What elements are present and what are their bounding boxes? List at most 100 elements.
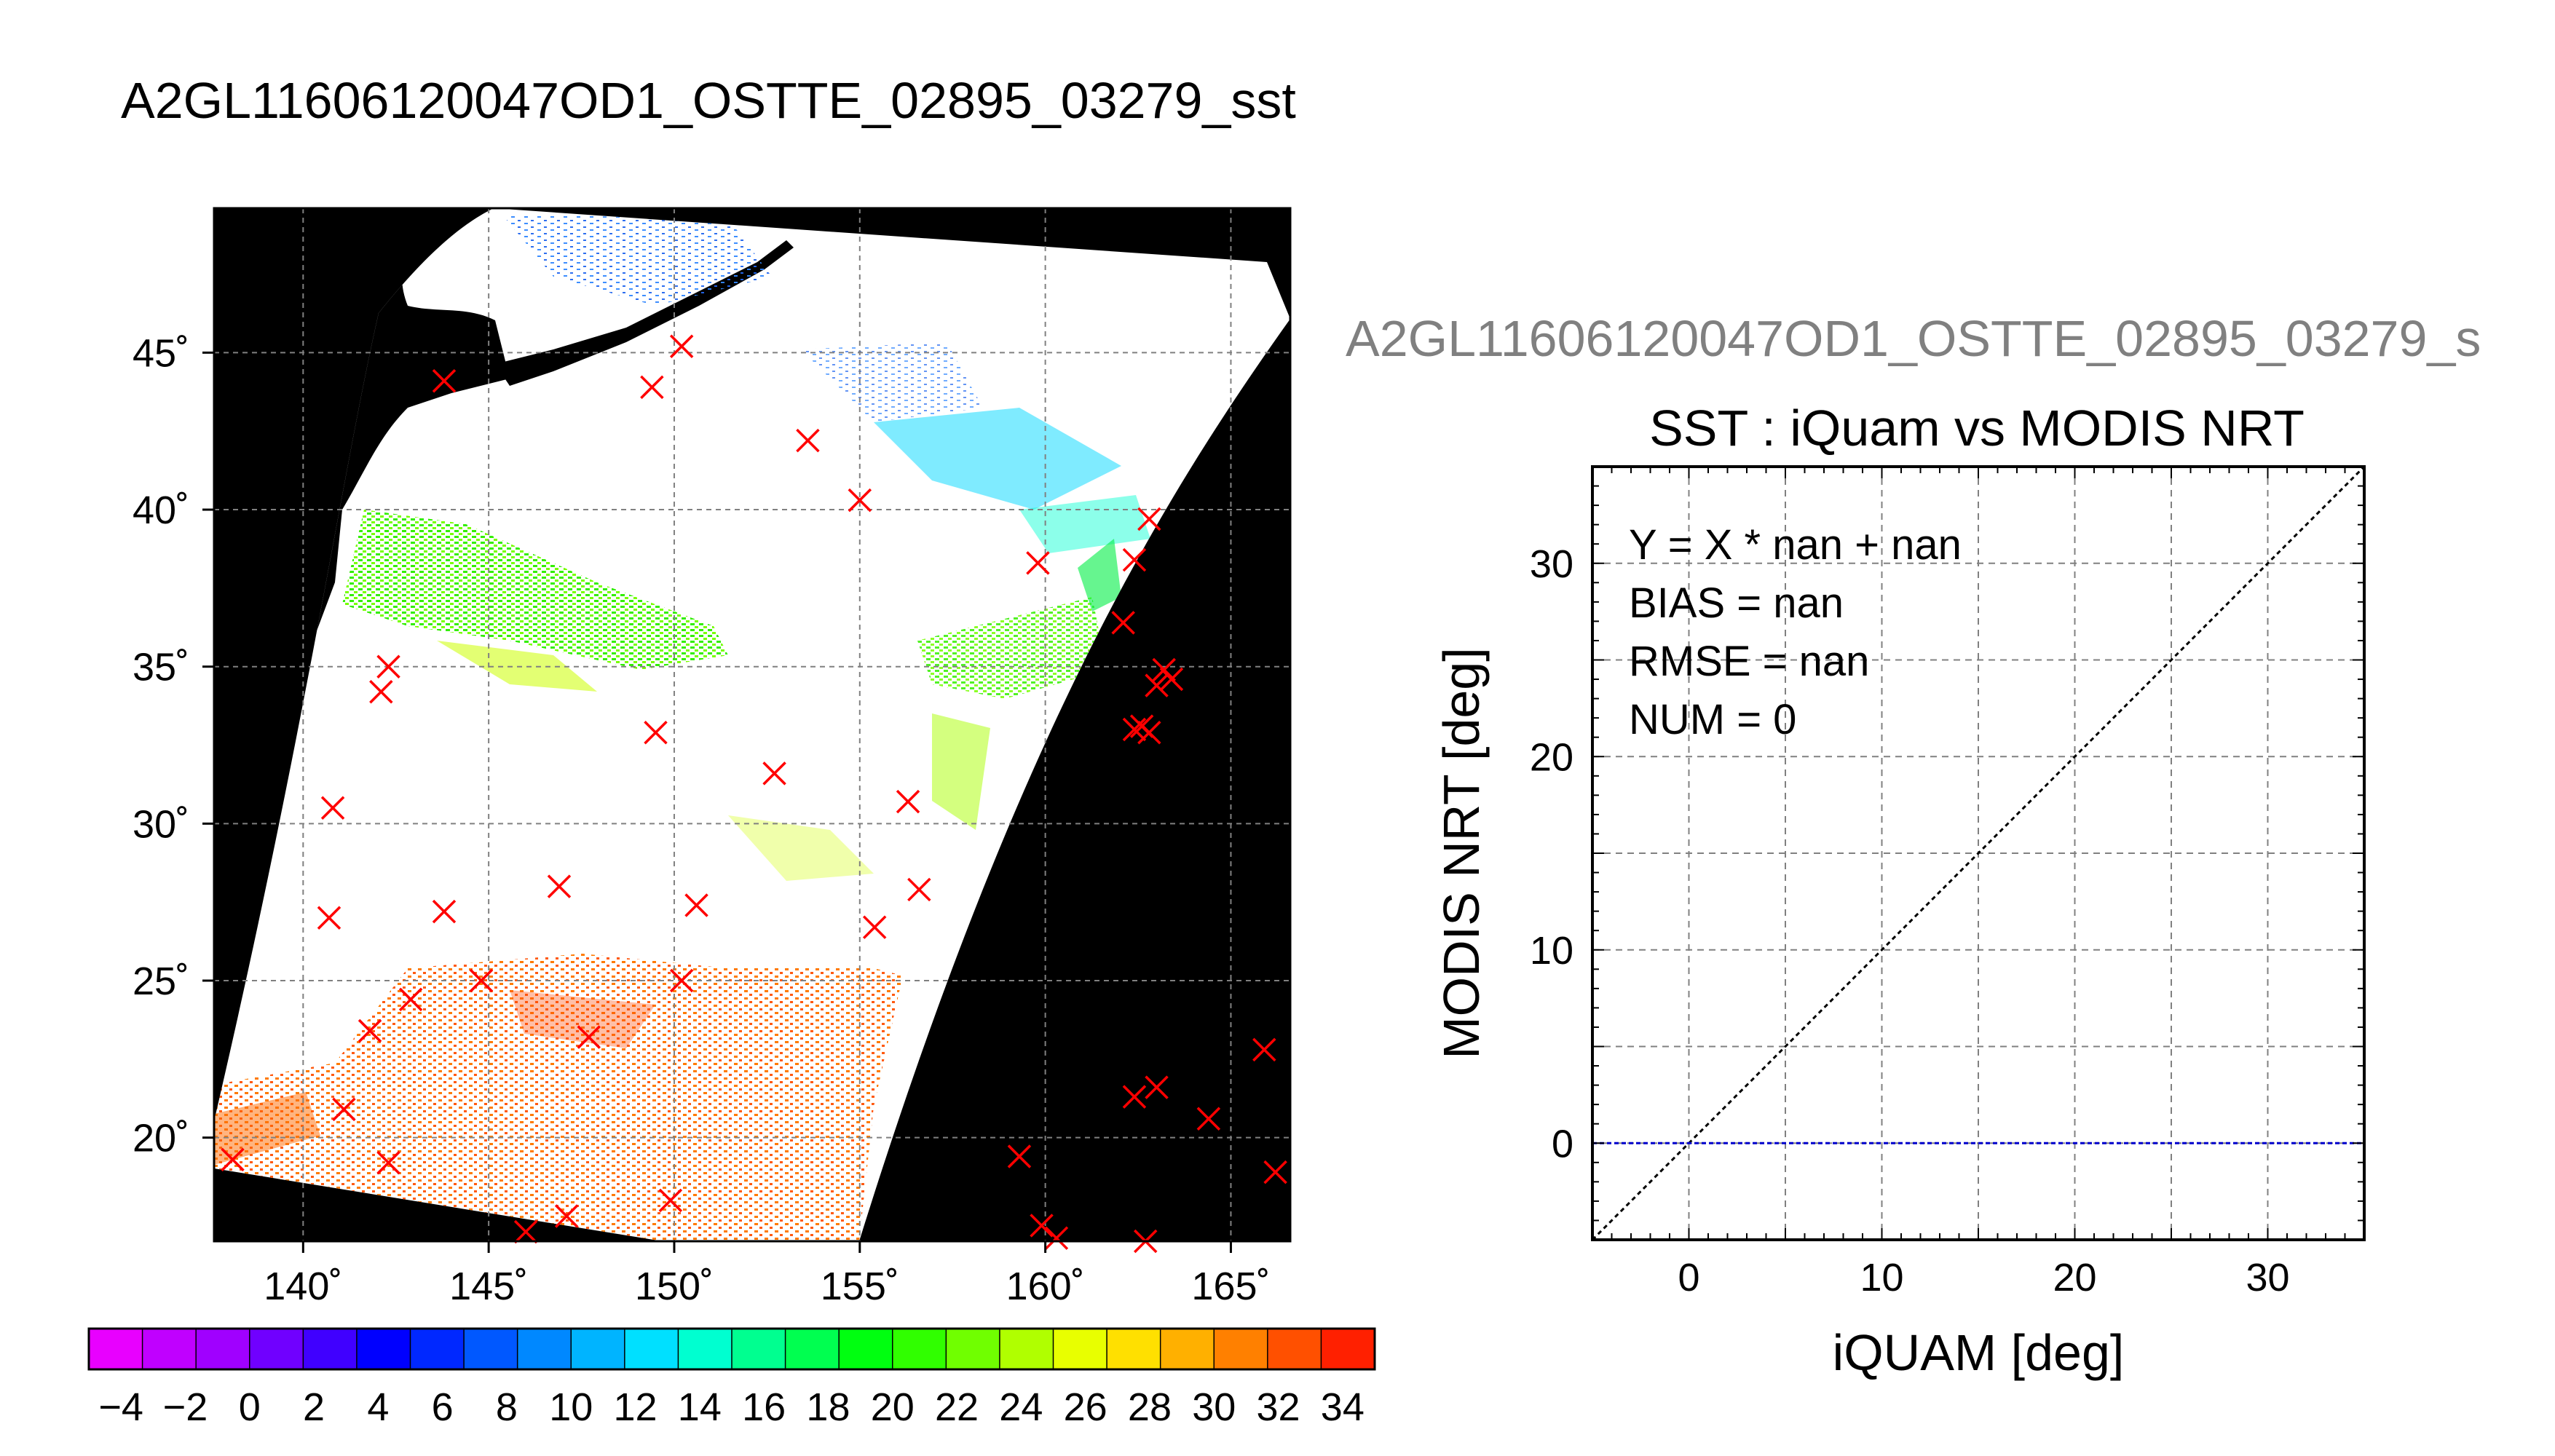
marker-stroke: [684, 893, 708, 917]
marker-stroke: [1122, 1085, 1147, 1109]
marker-stroke: [398, 987, 423, 1012]
colorbar-tick-label: 4: [367, 1385, 389, 1429]
buoy-marker: [1145, 1075, 1169, 1099]
buoy-marker: [1159, 667, 1184, 692]
colorbar-cell: [999, 1329, 1054, 1369]
buoy-marker: [432, 368, 457, 393]
marker-stroke: [1159, 667, 1184, 692]
buoy-marker: [332, 1097, 356, 1122]
scatter-x-tick-label: 10: [1860, 1256, 1903, 1299]
buoy-marker: [896, 789, 920, 814]
scatter-file-title: A2GL11606120047OD1_OSTTE_02895_03279_s: [1346, 310, 2481, 367]
colorbar-cell: [249, 1329, 304, 1369]
map-x-tick-label: 160˚: [1006, 1265, 1085, 1308]
scatter-y-tick-label: 20: [1530, 735, 1573, 779]
marker-stroke: [669, 334, 694, 359]
buoy-marker: [1007, 1144, 1032, 1168]
buoy-marker: [1152, 657, 1176, 682]
marker-stroke: [320, 796, 345, 820]
colorbar-cell: [142, 1329, 197, 1369]
marker-stroke: [1122, 717, 1147, 742]
buoy-marker: [684, 893, 708, 917]
colorbar-tick-label: 16: [742, 1385, 786, 1429]
colorbar-cell: [196, 1329, 250, 1369]
marker-stroke: [1137, 507, 1161, 531]
marker-stroke: [369, 679, 393, 704]
scatter-y-tick-label: 0: [1552, 1122, 1573, 1166]
buoy-marker: [513, 1219, 538, 1244]
buoy-marker: [317, 906, 341, 930]
scatter-y-tick-label: 10: [1530, 929, 1573, 973]
buoy-marker: [577, 1025, 601, 1049]
colorbar-cell: [1214, 1329, 1268, 1369]
colorbar-tick-label: 22: [935, 1385, 979, 1429]
marker-stroke: [577, 1025, 601, 1049]
map-y-tick-label: 45˚: [133, 331, 189, 375]
colorbar-tick-label: 26: [1064, 1385, 1107, 1429]
scatter-y-ticks: 0 10 20 30: [1530, 542, 1573, 1166]
map-x-tick-label: 155˚: [821, 1265, 899, 1308]
scatter-title: SST : iQuam vs MODIS NRT: [1649, 400, 2305, 456]
colorbar-cell: [839, 1329, 893, 1369]
stats-annotation: BIAS = nan: [1629, 579, 1844, 627]
map-y-tick-label: 20˚: [133, 1117, 189, 1160]
colorbar-tick-label: 10: [549, 1385, 593, 1429]
buoy-marker: [796, 428, 820, 453]
marker-stroke: [1007, 1144, 1032, 1168]
buoy-marker: [1129, 714, 1154, 738]
sst-green-band: [342, 510, 728, 670]
buoy-markers: [221, 334, 1287, 1254]
marker-stroke: [669, 968, 694, 993]
map-y-tick-label: 35˚: [133, 646, 189, 689]
colorbar-cell: [517, 1329, 572, 1369]
marker-stroke: [644, 721, 668, 745]
map-x-tick-label: 150˚: [635, 1265, 714, 1308]
marker-stroke: [796, 428, 820, 453]
map-y-tick-label: 40˚: [133, 488, 189, 532]
marker-stroke: [432, 368, 457, 393]
marker-stroke: [469, 968, 494, 993]
marker-stroke: [358, 1018, 382, 1043]
colorbar-cell: [1160, 1329, 1215, 1369]
scatter-x-tick-label: 30: [2246, 1256, 2289, 1299]
map-x-tick-label: 165˚: [1191, 1265, 1270, 1308]
buoy-marker: [1030, 1214, 1054, 1238]
marker-stroke: [1145, 1075, 1169, 1099]
buoy-marker: [1122, 1085, 1147, 1109]
buoy-marker: [554, 1204, 579, 1228]
map-x-tick-label: 145˚: [449, 1265, 528, 1308]
colorbar-cell: [678, 1329, 732, 1369]
colorbar-cell: [946, 1329, 1000, 1369]
map-x-tick-label: 140˚: [264, 1265, 342, 1308]
colorbar-tick-label: 2: [303, 1385, 325, 1429]
colorbar-cell: [303, 1329, 358, 1369]
buoy-marker: [1196, 1107, 1221, 1131]
buoy-marker: [669, 334, 694, 359]
buoy-marker: [1137, 507, 1161, 531]
one-to-one-line: [1591, 465, 2366, 1241]
map-y-tick-label: 30˚: [133, 802, 189, 846]
colorbar-cell: [732, 1329, 786, 1369]
scatter-frame: [1591, 465, 2366, 1241]
marker-stroke: [1263, 1160, 1287, 1184]
buoy-marker: [1122, 717, 1147, 742]
stats-annotation: RMSE = nan: [1629, 638, 1869, 685]
colorbar-cell: [1267, 1329, 1322, 1369]
buoy-marker: [1026, 551, 1050, 575]
map-x-ticks: 140˚ 145˚ 150˚ 155˚ 160˚ 165˚: [264, 1241, 1271, 1308]
marker-stroke: [221, 1147, 245, 1172]
buoy-marker: [358, 1018, 382, 1043]
colorbar-cell: [785, 1329, 840, 1369]
map-frame: [213, 207, 1292, 1243]
land-kuril-arc: [495, 240, 794, 386]
buoy-marker: [376, 654, 400, 678]
colorbar-tick-label: 32: [1257, 1385, 1300, 1429]
colorbar-cell: [571, 1329, 625, 1369]
stats-annotations: Y = X * nan + nan BIAS = nan RMSE = nan NUM…: [1629, 521, 1962, 743]
marker-stroke: [1030, 1214, 1054, 1238]
buoy-marker: [658, 1188, 683, 1213]
buoy-marker: [221, 1147, 245, 1172]
colorbar-tick-label: 30: [1192, 1385, 1236, 1429]
sst-cold-north: [502, 215, 772, 306]
colorbar-cell: [410, 1329, 465, 1369]
